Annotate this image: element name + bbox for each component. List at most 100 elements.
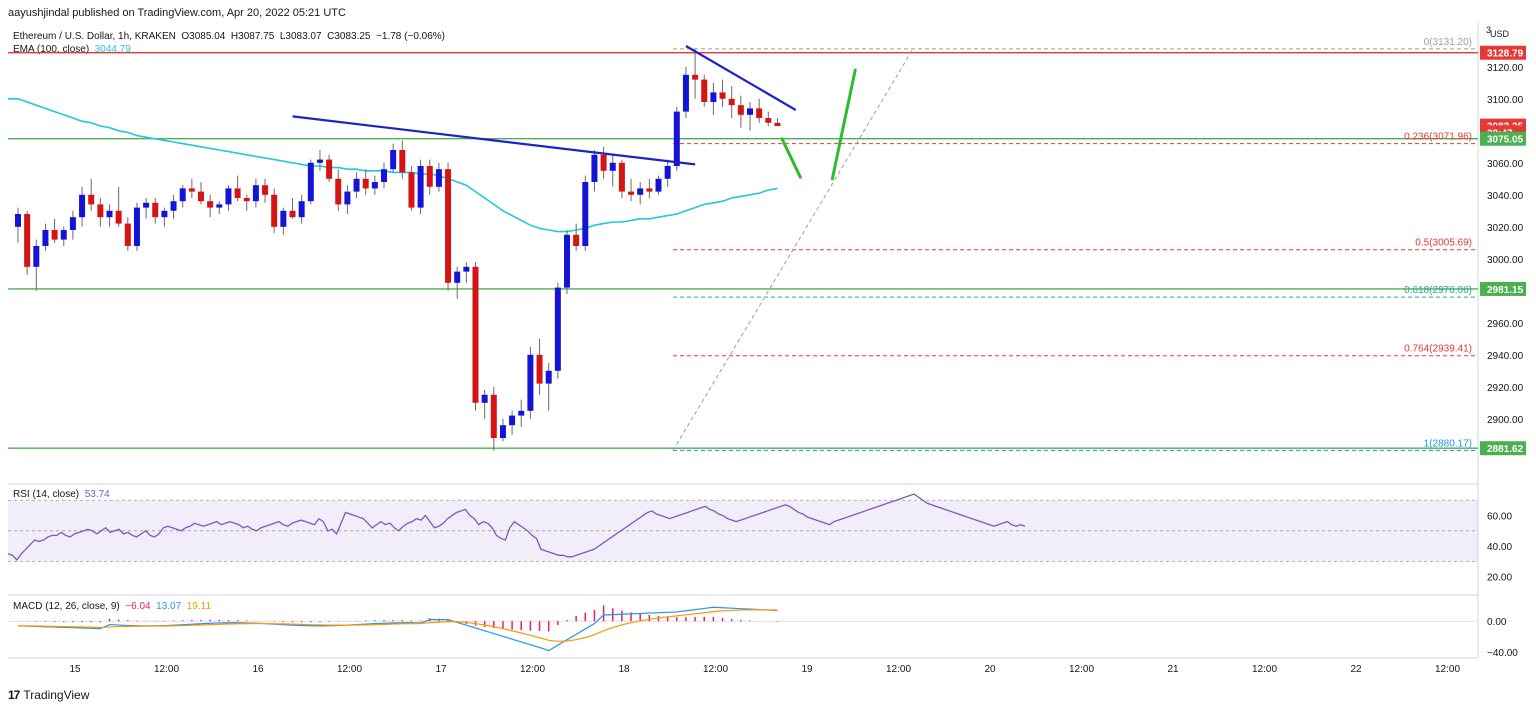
candle-body — [216, 204, 223, 208]
price-tick: 2960.00 — [1487, 319, 1524, 330]
ema-legend: EMA (100, close) 3044.79 — [13, 44, 131, 55]
price-badge — [1480, 131, 1526, 146]
candle-body — [326, 159, 333, 179]
trend-lines — [292, 45, 857, 181]
time-tick: 15 — [69, 664, 81, 675]
candle-body — [225, 188, 232, 205]
candle-body — [600, 154, 607, 171]
candle-body — [591, 154, 598, 182]
candle-body — [161, 210, 168, 218]
candle-body — [24, 214, 31, 267]
price-badge — [1480, 281, 1526, 296]
candle-body — [353, 178, 360, 192]
candle-body — [737, 105, 744, 115]
trend-line — [685, 45, 797, 111]
time-tick: 12:00 — [1435, 664, 1460, 675]
ohlc-change: −1.78 (−0.06%) — [376, 31, 445, 42]
candle-body — [170, 201, 177, 211]
candle-body — [673, 111, 680, 166]
price-badge — [1480, 441, 1526, 456]
price-tick: 2920.00 — [1487, 383, 1524, 394]
candle-body — [637, 188, 644, 195]
price-axis[interactable]: USD33120.003100.003080.003060.003040.003… — [1480, 25, 1526, 659]
candle-body — [664, 166, 671, 179]
candle-body — [152, 202, 159, 218]
candle-body — [628, 191, 635, 195]
price-badge-label: 3128.79 — [1487, 49, 1524, 60]
candle-body — [609, 162, 616, 171]
rsi-value: 53.74 — [84, 489, 110, 500]
macd-tick: −40.00 — [1487, 648, 1518, 659]
candlesticks — [15, 49, 781, 451]
price-tick: 3020.00 — [1487, 223, 1524, 234]
candle-body — [234, 188, 241, 198]
candle-body — [701, 79, 708, 102]
macd-tick: 0.00 — [1487, 617, 1507, 628]
price-tick: 3000.00 — [1487, 255, 1524, 266]
candle-body — [188, 188, 195, 192]
macd-signal-line — [17, 609, 778, 642]
candle-body — [509, 415, 516, 426]
candle-body — [97, 204, 104, 218]
candle-body — [435, 169, 442, 187]
time-tick: 12:00 — [1252, 664, 1277, 675]
candle-body — [545, 370, 552, 384]
price-tick: 3040.00 — [1487, 191, 1524, 202]
time-tick: 19 — [801, 664, 813, 675]
candle-body — [207, 201, 214, 208]
candle-body — [307, 162, 314, 202]
time-tick: 12:00 — [154, 664, 179, 675]
candle-body — [115, 210, 122, 224]
price-badge-label: 3075.05 — [1487, 135, 1524, 146]
candle-body — [344, 191, 351, 205]
tradingview-logo-text: TradingView — [23, 688, 90, 702]
candle-body — [490, 394, 497, 438]
candle-body — [262, 185, 269, 195]
grid-lines — [8, 22, 1479, 659]
candle-body — [747, 108, 753, 115]
candle-body — [271, 194, 278, 227]
candle-body — [133, 207, 140, 246]
rsi-tick: 40.00 — [1487, 542, 1512, 553]
candle-body — [381, 169, 387, 182]
fib-level-label: 1(2880.17) — [1424, 439, 1472, 450]
currency-digit: 3 — [1486, 25, 1491, 35]
macd-line — [17, 606, 778, 652]
tradingview-logo[interactable]: 17 TradingView — [8, 688, 89, 702]
candle-body — [527, 354, 534, 411]
candle-body — [573, 234, 580, 246]
ohlc-open: O3085.04 — [181, 31, 226, 42]
candle-body — [179, 188, 186, 202]
price-badge-label: 2981.15 — [1487, 285, 1524, 296]
candle-body — [682, 74, 689, 112]
candle-body — [472, 266, 479, 403]
candle-body — [399, 150, 406, 173]
ohlc-high: H3087.75 — [230, 31, 275, 42]
ema-value: 3044.79 — [94, 44, 131, 55]
candle-body — [106, 210, 113, 218]
candle-body — [371, 182, 378, 189]
candle-body — [426, 166, 433, 187]
symbol-title: Ethereum / U.S. Dollar, 1h, KRAKEN — [13, 31, 176, 42]
time-tick: 12:00 — [886, 664, 911, 675]
candle-body — [655, 178, 662, 192]
time-tick: 12:00 — [337, 664, 362, 675]
candle-body — [198, 191, 204, 202]
candle-body — [646, 188, 653, 192]
candle-body — [51, 230, 58, 240]
macd-pane — [8, 605, 1478, 652]
candle-body — [289, 210, 296, 218]
fib-level-label: 0.5(3005.69) — [1415, 238, 1472, 249]
time-axis[interactable]: 15 12:00 16 12:00 17 12:00 18 12:00 19 12:00 20 12:… — [69, 664, 1460, 675]
candle-body — [124, 223, 131, 246]
rsi-pane — [7, 493, 1478, 562]
candle-body — [408, 172, 415, 208]
ema-label: EMA (100, close) — [13, 44, 90, 55]
candle-body — [582, 182, 589, 246]
candle-body — [454, 271, 461, 283]
fib-level-label: 0.236(3071.96) — [1404, 132, 1472, 143]
candle-body — [417, 166, 424, 208]
candle-body — [362, 178, 369, 189]
